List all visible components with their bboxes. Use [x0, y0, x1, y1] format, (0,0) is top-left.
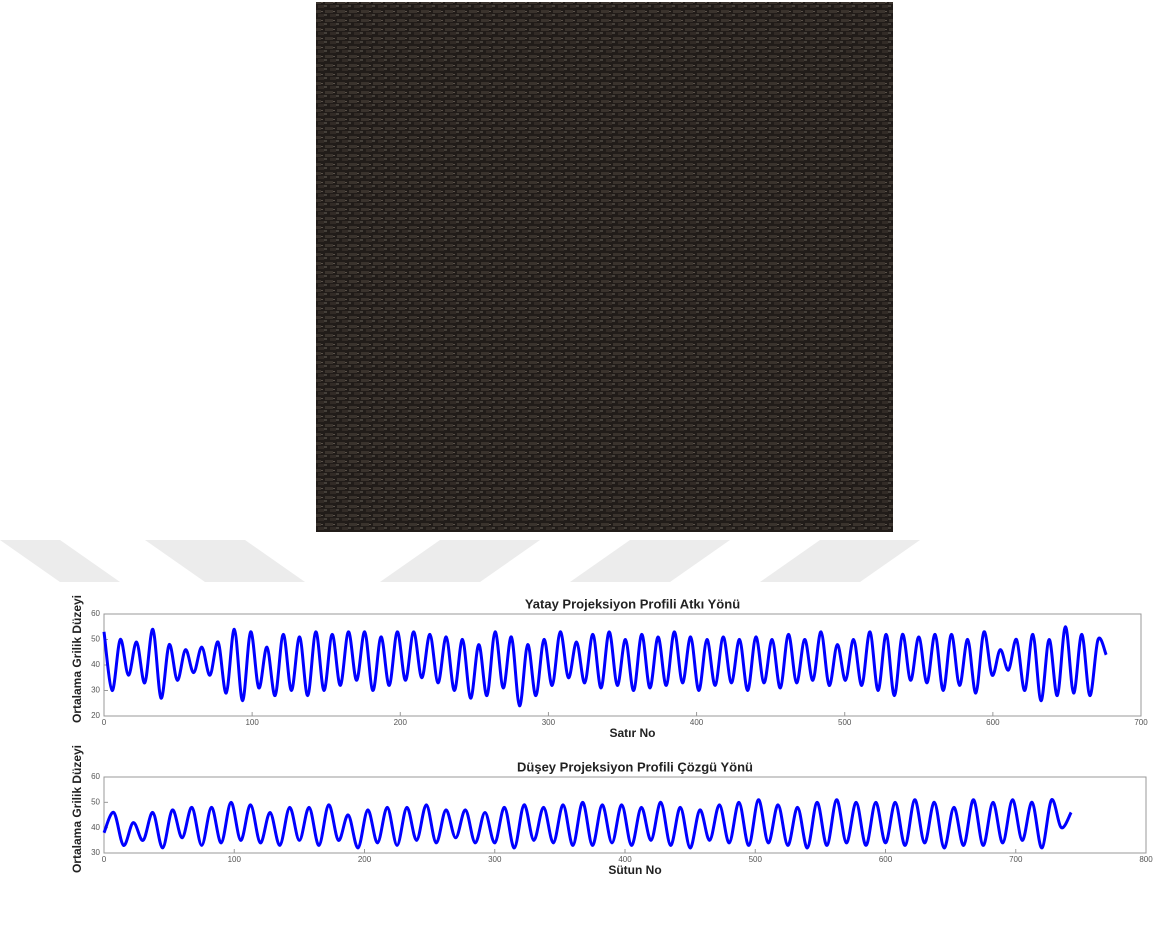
y-tick-label: 30: [91, 848, 100, 857]
x-tick-label: 300: [488, 855, 502, 864]
x-axis-label: Sütun No: [608, 863, 661, 877]
chart-title: Düşey Projeksiyon Profili Çözgü Yönü: [517, 759, 753, 774]
y-tick-label: 50: [91, 797, 100, 806]
y-tick-label: 50: [91, 635, 100, 644]
y-tick-label: 40: [91, 660, 100, 669]
x-tick-label: 200: [394, 718, 408, 727]
x-tick-label: 800: [1139, 855, 1153, 864]
y-tick-label: 60: [91, 609, 100, 618]
y-tick-label: 60: [91, 772, 100, 781]
x-tick-label: 0: [102, 855, 107, 864]
watermark: [0, 540, 920, 582]
y-tick-label: 40: [91, 823, 100, 832]
chart-title: Yatay Projeksiyon Profili Atkı Yönü: [525, 596, 740, 611]
x-tick-label: 400: [690, 718, 704, 727]
y-tick-label: 20: [91, 711, 100, 720]
x-tick-label: 700: [1009, 855, 1023, 864]
x-tick-label: 0: [102, 718, 107, 727]
x-tick-label: 100: [228, 855, 242, 864]
x-tick-label: 600: [879, 855, 893, 864]
figure: 01002003004005006007002030405060Yatay Pr…: [0, 0, 1157, 926]
fabric-image: [316, 2, 893, 532]
x-tick-label: 700: [1134, 718, 1148, 727]
x-tick-label: 600: [986, 718, 1000, 727]
y-axis-label: Ortalama Grilik Düzeyi: [70, 595, 84, 723]
x-tick-label: 200: [358, 855, 372, 864]
x-tick-label: 500: [749, 855, 763, 864]
y-axis-label: Ortalama Grilik Düzeyi: [70, 745, 84, 873]
x-axis-label: Satır No: [609, 726, 655, 740]
y-tick-label: 30: [91, 686, 100, 695]
x-tick-label: 100: [245, 718, 259, 727]
x-tick-label: 500: [838, 718, 852, 727]
x-tick-label: 300: [542, 718, 556, 727]
